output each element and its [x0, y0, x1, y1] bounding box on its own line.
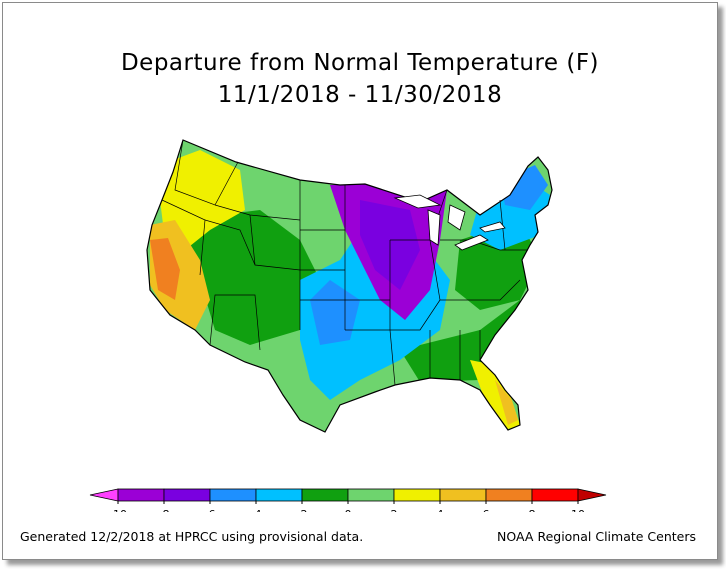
legend-swatch — [347, 488, 395, 502]
legend-tick-label: 2 — [391, 508, 398, 512]
legend-tick-label: 4 — [437, 508, 444, 512]
legend-tick-label: -10 — [109, 508, 127, 512]
legend-swatch — [393, 488, 441, 502]
temperature-field — [147, 140, 552, 432]
legend-tick-label: -8 — [159, 508, 170, 512]
footer-generated: Generated 12/2/2018 at HPRCC using provi… — [20, 529, 364, 544]
legend-swatch — [209, 488, 257, 502]
legend-tick-label: 0 — [345, 508, 352, 512]
legend-swatch — [163, 488, 211, 502]
legend-swatch — [439, 488, 487, 502]
legend-swatch — [485, 488, 533, 502]
legend-tick-label: 8 — [529, 508, 536, 512]
legend-swatch — [89, 488, 119, 502]
legend-tick-label: 10 — [571, 508, 585, 512]
legend-swatch — [301, 488, 349, 502]
legend-tick-label: -6 — [205, 508, 216, 512]
legend-tick-label: -2 — [297, 508, 308, 512]
state-boundaries — [161, 139, 528, 386]
footer-source: NOAA Regional Climate Centers — [497, 529, 696, 544]
legend-tick-label: -4 — [251, 508, 262, 512]
legend-swatch — [117, 488, 165, 502]
color-legend: -10 -8 -6 -4 -2 0 2 4 6 8 10 — [89, 488, 607, 512]
great-lakes — [393, 194, 506, 251]
legend-swatch — [531, 488, 579, 502]
legend-swatch — [577, 488, 607, 502]
legend-tick-label: 6 — [483, 508, 490, 512]
date-range: 11/1/2018 - 11/30/2018 — [217, 82, 503, 108]
map-title: Departure from Normal Temperature (F) — [120, 50, 600, 76]
legend-swatch — [255, 488, 303, 502]
